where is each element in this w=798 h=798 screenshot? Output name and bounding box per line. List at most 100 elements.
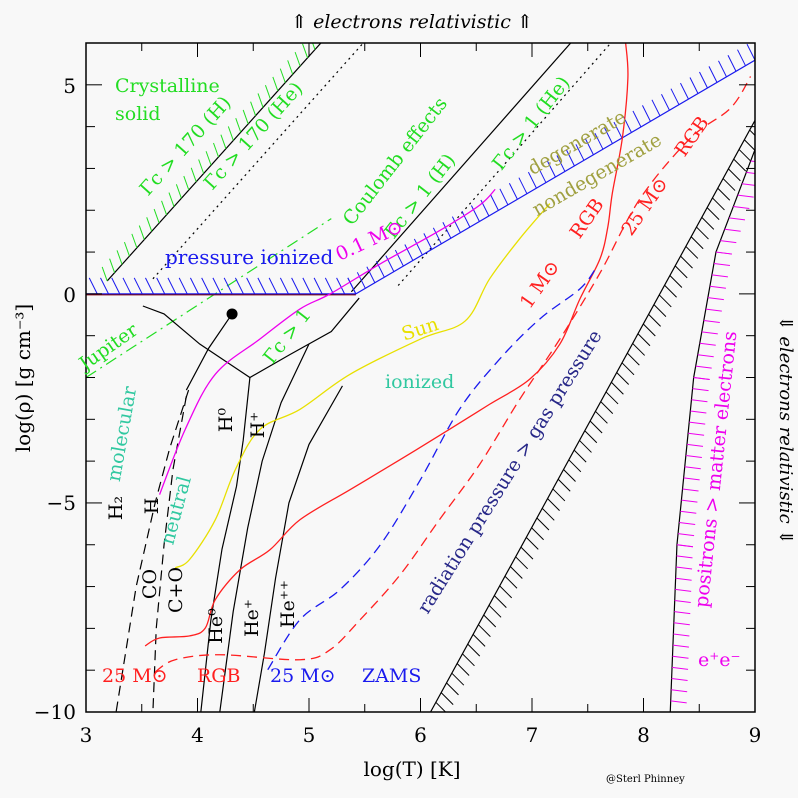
hatch-mark bbox=[563, 469, 576, 482]
hatch-mark bbox=[670, 88, 680, 105]
hatch-mark bbox=[557, 478, 571, 492]
hatch-mark bbox=[101, 266, 108, 282]
hatch-mark bbox=[689, 421, 706, 425]
hatch-mark bbox=[404, 244, 414, 261]
hatch-mark bbox=[727, 55, 737, 72]
hatch-mark bbox=[205, 151, 212, 166]
hatch-mark bbox=[272, 76, 279, 92]
hatch-mark bbox=[703, 319, 720, 323]
x-tick-labels: 3 4 5 6 7 8 9 bbox=[80, 723, 762, 747]
hatch-mark bbox=[680, 255, 693, 269]
hatch-mark bbox=[111, 277, 121, 295]
hatch-mark bbox=[621, 362, 635, 376]
hatch-mark bbox=[671, 666, 689, 670]
hatch-mark bbox=[435, 701, 447, 712]
hatch-mark bbox=[153, 208, 160, 224]
boundary-H-ionization bbox=[200, 377, 251, 712]
boundary-jupiter bbox=[86, 218, 332, 379]
hatch-mark bbox=[220, 134, 227, 149]
hatch-mark bbox=[673, 622, 690, 626]
hatch-mark bbox=[653, 304, 667, 317]
boundary-pressure-ionized-hatching bbox=[86, 43, 755, 295]
hatch-mark bbox=[670, 700, 687, 704]
hatch-mark bbox=[451, 672, 465, 686]
hatch-mark bbox=[133, 277, 143, 295]
hatch-mark bbox=[697, 354, 714, 358]
hatch-mark bbox=[234, 277, 244, 295]
critical-point bbox=[226, 308, 238, 320]
hatch-mark bbox=[541, 507, 555, 521]
label-25msun-rgb: 25 M⊙ bbox=[102, 665, 168, 687]
hatch-mark bbox=[706, 207, 720, 220]
hatch-mark bbox=[728, 168, 741, 182]
hatch-mark bbox=[413, 238, 423, 256]
hatch-mark bbox=[88, 277, 98, 295]
hatch-mark bbox=[161, 200, 168, 215]
hatch-mark bbox=[312, 43, 316, 50]
hatch-mark bbox=[611, 381, 624, 395]
hatch-mark bbox=[168, 192, 175, 207]
hatch-mark bbox=[257, 277, 267, 295]
hatch-mark bbox=[145, 277, 154, 295]
hatch-mark bbox=[675, 566, 693, 570]
hatch-mark bbox=[116, 250, 123, 265]
hatch-mark bbox=[749, 129, 755, 137]
hatch-mark bbox=[679, 521, 696, 525]
label-h2: H₂ bbox=[105, 496, 127, 520]
hatch-mark bbox=[717, 187, 731, 201]
hatch-mark bbox=[227, 126, 234, 141]
hatch-mark bbox=[302, 43, 309, 59]
label-h: H bbox=[141, 498, 163, 515]
y-tick-labels: 5 0 −5 −10 bbox=[34, 74, 76, 724]
hatch-mark bbox=[674, 600, 691, 603]
label-rgb-bottom: RGB bbox=[197, 665, 240, 687]
hatch-mark bbox=[718, 60, 727, 78]
hatch-mark bbox=[680, 82, 689, 100]
hatch-mark bbox=[737, 194, 754, 198]
hatch-mark bbox=[701, 331, 718, 335]
hatch-mark bbox=[494, 595, 507, 608]
hatch-mark bbox=[178, 277, 188, 295]
label-c-plus-o: C+O bbox=[165, 567, 187, 613]
hatch-mark bbox=[446, 682, 459, 696]
hatch-mark bbox=[685, 455, 702, 459]
hatch-mark bbox=[109, 258, 116, 273]
hatch-mark bbox=[701, 216, 715, 230]
hatch-mark bbox=[733, 206, 750, 210]
y-tick-label: 0 bbox=[63, 283, 76, 307]
hatch-mark bbox=[537, 166, 547, 183]
label-solid: solid bbox=[115, 103, 161, 125]
hatch-mark bbox=[705, 308, 722, 312]
hatch-mark bbox=[584, 138, 594, 155]
boundary-critical-left bbox=[142, 297, 360, 379]
hatch-mark bbox=[589, 420, 603, 434]
hatch-mark bbox=[250, 101, 257, 116]
x-tick-label: 7 bbox=[526, 723, 539, 747]
hatch-mark bbox=[520, 546, 534, 560]
boundary-gamma170He bbox=[152, 43, 365, 280]
hatch-mark bbox=[738, 149, 752, 162]
hatch-mark bbox=[672, 644, 689, 648]
label-h0: H⁰ bbox=[215, 408, 237, 433]
label-pair: e⁺e⁻ bbox=[698, 649, 741, 671]
hatch-mark bbox=[394, 249, 404, 267]
hatch-mark bbox=[674, 265, 688, 279]
y-tick-label: −5 bbox=[47, 491, 76, 515]
y-tick-label: −10 bbox=[34, 700, 76, 724]
hatch-mark bbox=[648, 313, 661, 327]
hatch-mark bbox=[626, 352, 640, 366]
label-ionized: ionized bbox=[385, 371, 454, 393]
boundary-gamma170H bbox=[106, 43, 322, 282]
x-axis-label: log(T) [K] bbox=[363, 757, 460, 781]
hatch-mark bbox=[347, 277, 357, 295]
right-label: ⇓ electrons relativistic ⇓ bbox=[775, 316, 796, 545]
hatch-mark bbox=[594, 132, 604, 150]
hatch-mark bbox=[356, 272, 366, 289]
hatch-mark bbox=[324, 277, 334, 295]
hatch-mark bbox=[167, 277, 177, 295]
hatch-mark bbox=[552, 488, 566, 502]
hatch-mark bbox=[713, 262, 731, 266]
hatch-mark bbox=[489, 194, 499, 211]
hatch-mark bbox=[724, 228, 741, 232]
hatch-mark bbox=[720, 240, 737, 244]
